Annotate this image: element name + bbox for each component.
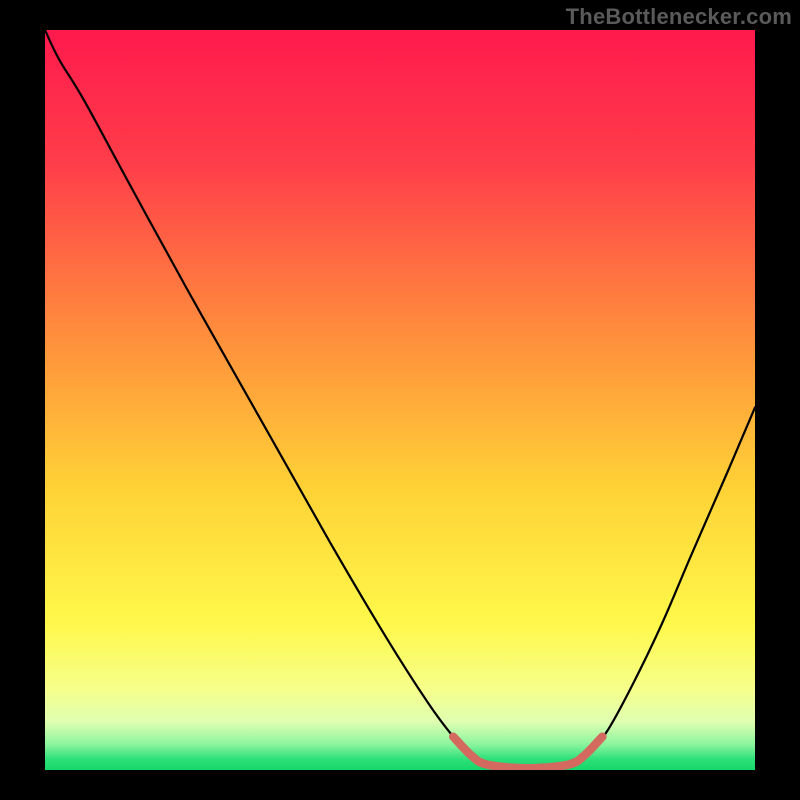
watermark-text: TheBottlenecker.com [566, 4, 792, 30]
curve-layer [45, 30, 755, 770]
bottleneck-curve [45, 30, 755, 768]
flat-zone-highlight [453, 737, 602, 769]
plot-area [45, 30, 755, 770]
chart-root: { "canvas": { "width": 800, "height": 80… [0, 0, 800, 800]
